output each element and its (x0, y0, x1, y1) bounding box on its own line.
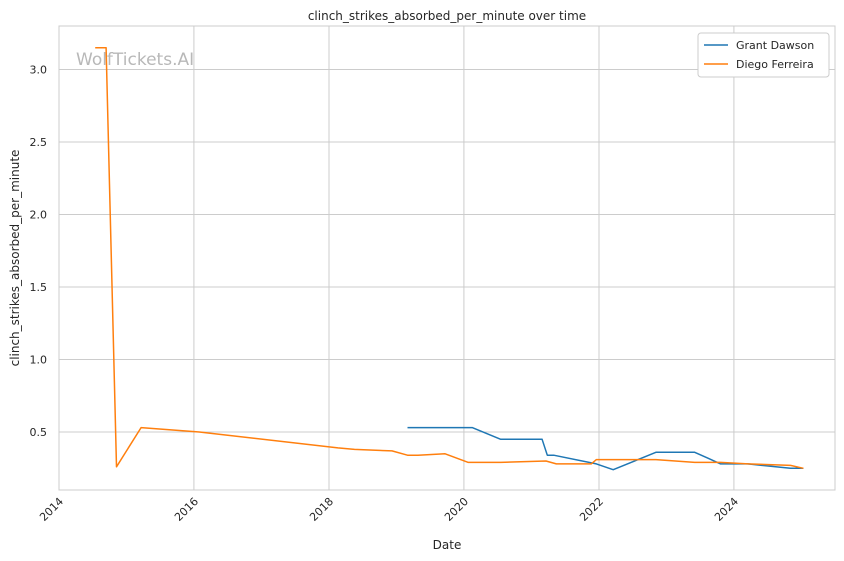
y-tick-label: 3.0 (30, 64, 48, 77)
y-tick-label: 0.5 (30, 426, 48, 439)
y-axis-title: clinch_strikes_absorbed_per_minute (8, 150, 22, 367)
watermark: WolfTickets.AI (76, 50, 194, 70)
y-tick-label: 2.0 (30, 209, 48, 222)
grid-lines (58, 26, 835, 490)
plot-frame (58, 25, 836, 491)
legend: Grant Dawson Diego Ferreira (697, 32, 830, 78)
series-line-diego-ferreira (95, 47, 804, 470)
x-axis-title: Date (433, 538, 462, 552)
y-tick-label: 2.5 (30, 136, 48, 149)
legend-box (697, 32, 830, 78)
chart-title: clinch_strikes_absorbed_per_minute over … (308, 9, 586, 23)
y-tick-label: 1.5 (30, 281, 48, 294)
series-lines (95, 47, 804, 471)
y-tick-label: 1.0 (30, 354, 48, 367)
legend-label-grant-dawson: Grant Dawson (736, 39, 814, 52)
legend-label-diego-ferreira: Diego Ferreira (736, 58, 814, 71)
